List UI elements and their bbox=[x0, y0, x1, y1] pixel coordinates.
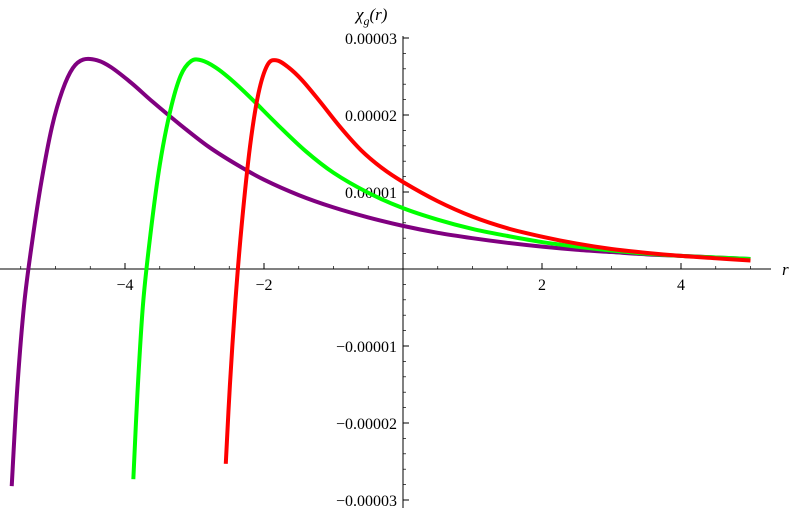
series-line-3 bbox=[223, 58, 751, 464]
y-axis-label-arg: (r) bbox=[369, 5, 387, 24]
x-tick-label: 4 bbox=[677, 277, 685, 294]
y-tick-label: −0.00002 bbox=[336, 416, 397, 433]
y-tick-label: 0.00002 bbox=[345, 108, 397, 125]
y-tick-label: 0.00003 bbox=[345, 31, 397, 48]
y-axis-label-main: χ bbox=[354, 5, 364, 24]
y-axis-label-sub: g bbox=[363, 14, 369, 28]
axes bbox=[0, 36, 771, 508]
series-line-1 bbox=[9, 56, 751, 487]
series-group bbox=[9, 56, 751, 487]
series-line-2 bbox=[131, 57, 751, 480]
y-tick-label: −0.00003 bbox=[336, 493, 397, 510]
y-axis-label: χg(r) bbox=[354, 5, 388, 28]
x-axis-label: r bbox=[782, 260, 789, 279]
x-tick-label: 2 bbox=[538, 277, 546, 294]
ticks bbox=[20, 37, 751, 501]
x-tick-label: −4 bbox=[116, 277, 133, 294]
x-tick-label: −2 bbox=[255, 277, 272, 294]
tick-labels: −4 −2 2 40.000030.000020.00001−0.00001−0.00… bbox=[116, 31, 685, 510]
y-tick-label: −0.00001 bbox=[336, 339, 397, 356]
